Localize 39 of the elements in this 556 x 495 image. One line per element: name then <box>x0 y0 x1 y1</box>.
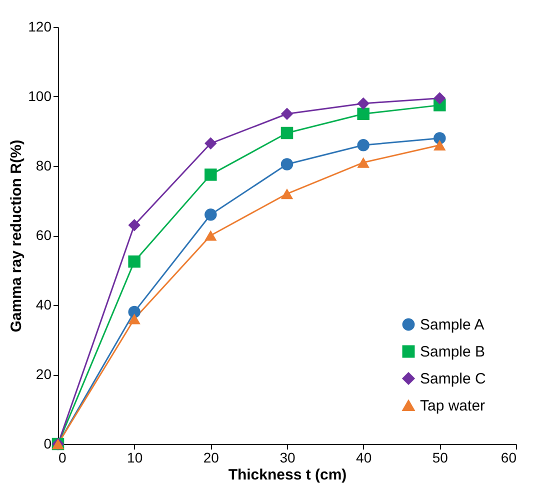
point <box>204 137 217 150</box>
y-tick-label: 20 <box>36 366 52 382</box>
point <box>128 314 140 324</box>
point <box>204 208 217 221</box>
legend-label: Sample B <box>420 344 486 360</box>
x-tick-label: 40 <box>356 450 372 466</box>
point <box>204 230 217 241</box>
point <box>280 126 294 140</box>
legend-label: Sample A <box>420 316 484 334</box>
point <box>128 306 140 318</box>
y-tick-label: 100 <box>28 88 52 104</box>
y-tick-label: 120 <box>28 18 52 34</box>
point <box>434 92 446 104</box>
legend-label: Sample C <box>420 370 486 388</box>
legend-label: Tap water <box>420 398 486 414</box>
x-tick-label: 0 <box>58 450 66 466</box>
point <box>434 132 446 144</box>
x-tick-label: 50 <box>432 450 448 466</box>
point <box>280 108 294 120</box>
y-tick-label: 0 <box>44 436 52 452</box>
point <box>357 139 370 152</box>
x-tick-label: 60 <box>500 450 517 466</box>
y-tick-label: 80 <box>36 158 52 174</box>
x-tick-label: 10 <box>127 450 143 466</box>
y-tick-label: 60 <box>36 227 52 243</box>
point <box>280 158 294 170</box>
y-tick-label: 40 <box>36 296 52 312</box>
point <box>128 255 140 268</box>
point <box>357 97 370 110</box>
point <box>280 188 294 200</box>
point <box>204 168 217 181</box>
point <box>128 218 140 232</box>
x-tick-label: 30 <box>280 450 296 466</box>
x-tick-label: 20 <box>203 450 220 466</box>
point <box>434 140 446 150</box>
y-axis-title: Gamma ray reduction R(%) <box>8 140 26 332</box>
x-axis-title: Thickness t (cm) <box>228 466 347 484</box>
point <box>357 157 370 168</box>
point <box>357 108 370 120</box>
